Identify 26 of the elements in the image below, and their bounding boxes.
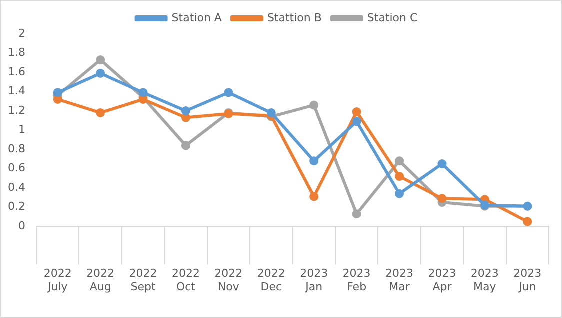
- y-tick-label: 1.8: [8, 46, 26, 60]
- x-tick-label: 2023 May: [470, 267, 499, 294]
- y-tick-label: 1: [18, 123, 26, 136]
- y-tick-label: 0.8: [8, 142, 26, 156]
- y-tick-label: 1.4: [8, 84, 26, 98]
- legend-label: Station A: [172, 11, 222, 24]
- x-tick-label: 2023 Feb: [342, 267, 371, 294]
- y-tick-label: 0.6: [8, 162, 26, 175]
- x-tick-label: 2022 Dec: [257, 267, 286, 294]
- x-tick-label: 2022 Nov: [214, 267, 243, 294]
- legend-label: Stattion B: [267, 11, 322, 24]
- y-tick-label: 0: [18, 219, 26, 232]
- x-tick-label: 2023 Apr: [428, 267, 456, 294]
- x-tick-label: 2022 Sept: [129, 267, 158, 294]
- legend-label: Station C: [367, 11, 418, 24]
- x-tick-label: 2022 Aug: [86, 267, 115, 294]
- y-tick-label: 2: [18, 26, 26, 40]
- y-tick-label: 0.2: [8, 200, 26, 214]
- x-tick-label: 2023 Jun: [514, 267, 542, 294]
- y-tick-label: 0.4: [8, 180, 26, 194]
- x-tick-label: 2023 Mar: [386, 267, 414, 294]
- y-tick-label: 1.6: [8, 65, 26, 78]
- y-tick-label: 1.2: [8, 104, 26, 117]
- x-tick-label: 2022 Oct: [172, 267, 200, 294]
- x-tick-label: 2023 Jan: [300, 267, 328, 294]
- x-tick-label: 2022 July: [44, 267, 72, 294]
